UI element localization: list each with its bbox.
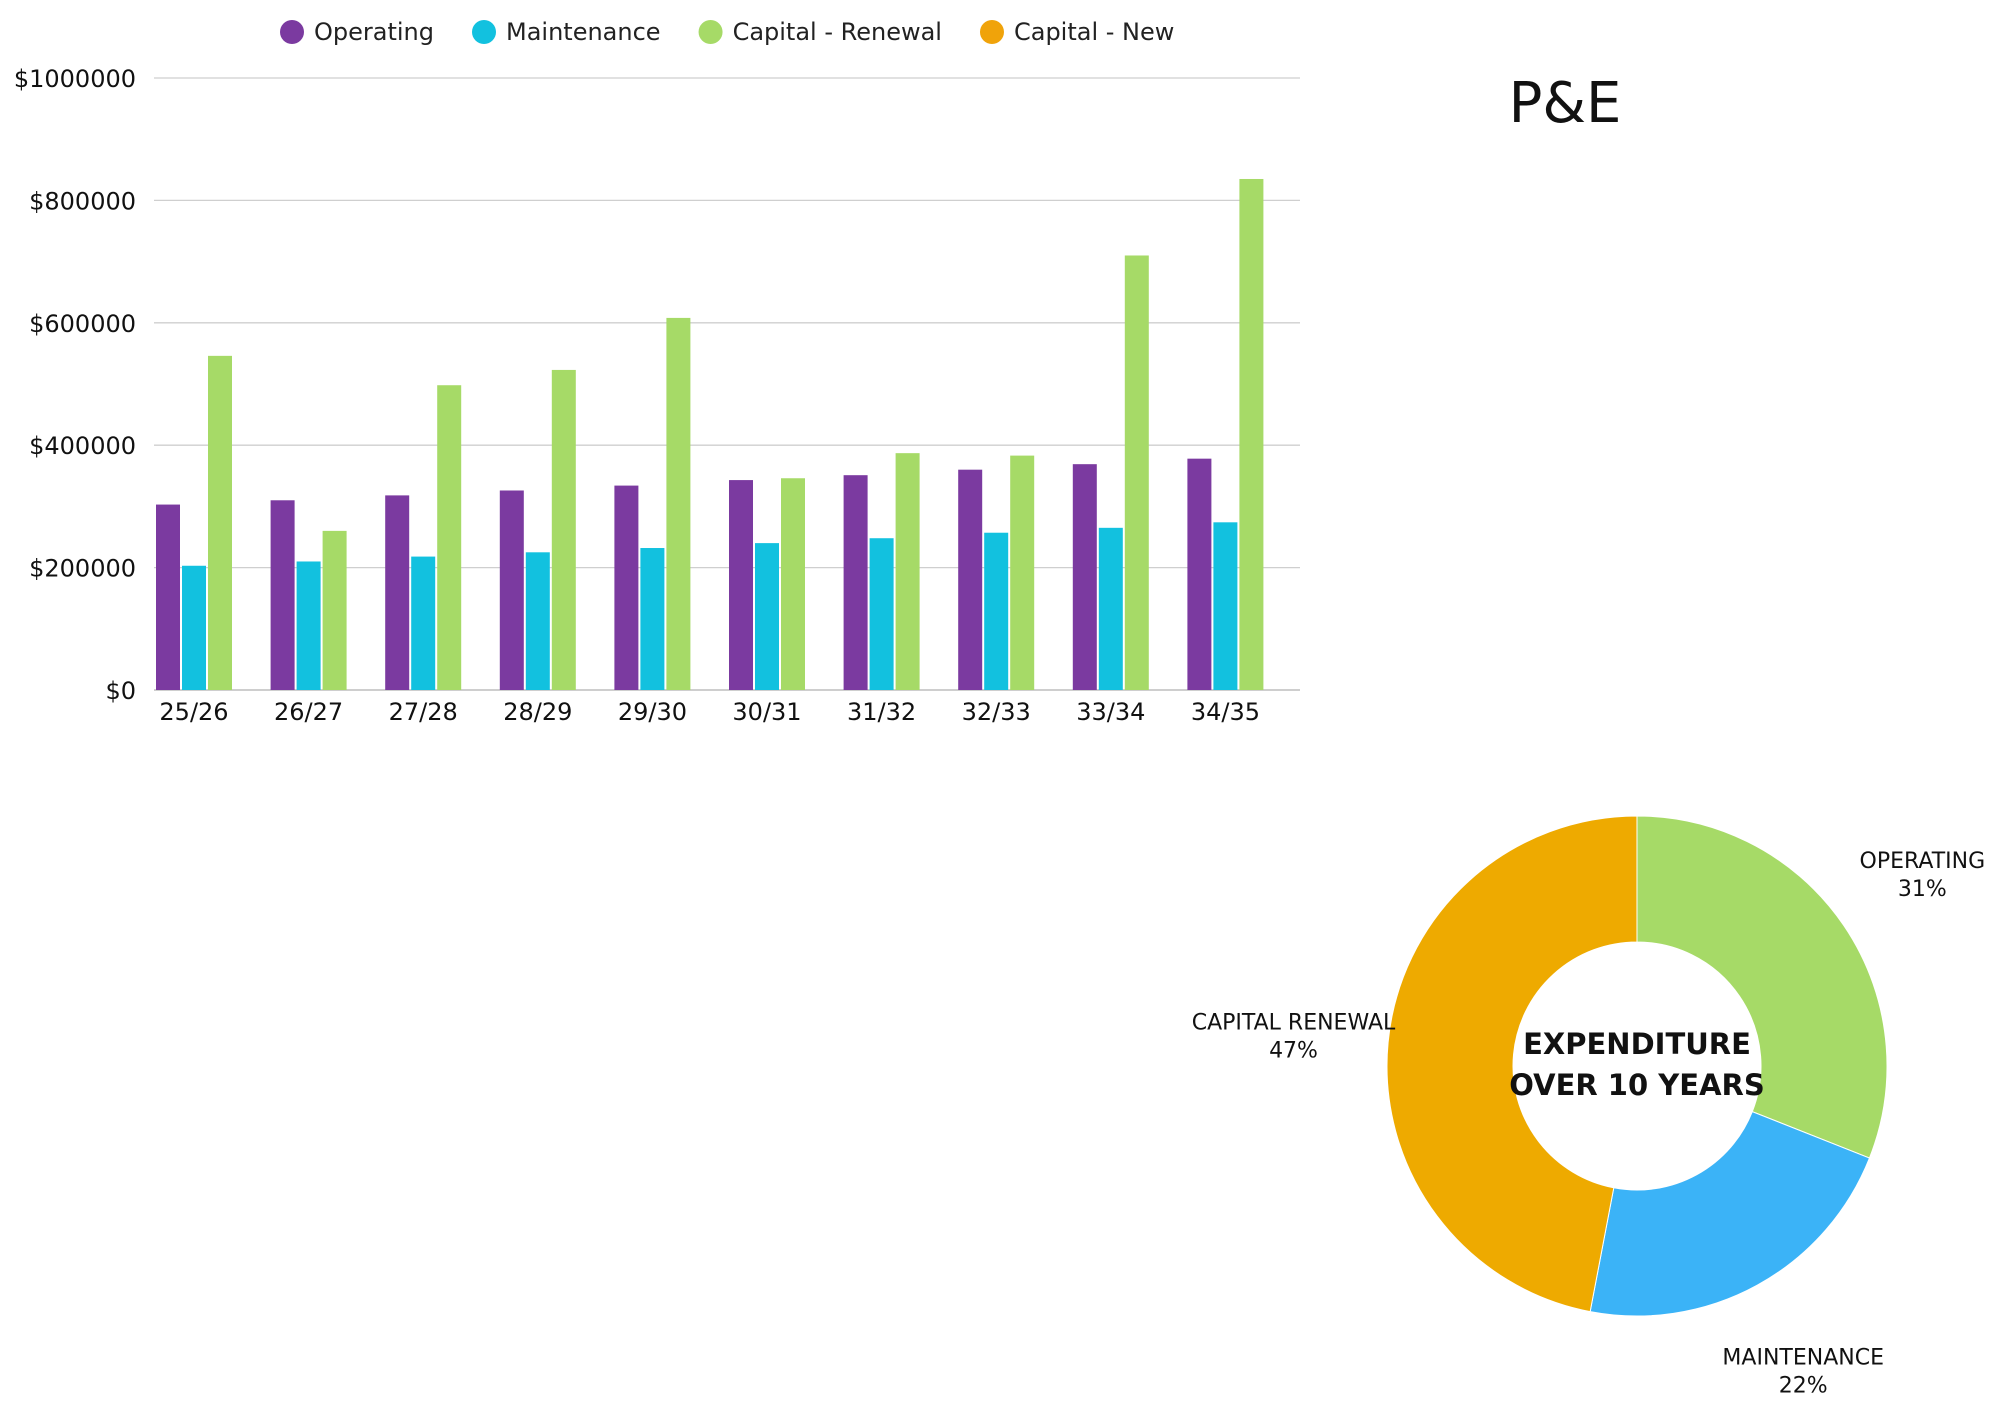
bar-maintenance-25-26 — [182, 565, 206, 690]
donut-slices — [1386, 815, 1888, 1317]
bar-maintenance-32-33 — [984, 532, 1009, 690]
x-tick-label: 27/28 — [389, 698, 458, 726]
bar-capital-renewal-27-28 — [437, 385, 462, 690]
bar-capital-renewal-26-27 — [322, 530, 347, 690]
legend-swatch — [280, 20, 304, 44]
donut-slice-maintenance — [1589, 1111, 1871, 1317]
x-tick-label: 26/27 — [274, 698, 343, 726]
bars — [156, 178, 1264, 691]
y-tick-label: $0 — [105, 677, 136, 705]
bar-operating-25-26 — [156, 504, 180, 690]
bar-maintenance-27-28 — [411, 556, 436, 690]
donut-chart: EXPENDITURE OVER 10 YEARS OPERATING 31% MA… — [1192, 815, 1985, 1398]
slice-label-capital-renewal: CAPITAL RENEWAL 47% — [1192, 1011, 1396, 1064]
slice-percent: 47% — [1269, 1039, 1318, 1064]
donut-slice-operating — [1636, 815, 1888, 1159]
bar-capital-renewal-32-33 — [1010, 455, 1035, 690]
bar-maintenance-31-32 — [869, 538, 894, 690]
legend-item-operating: Operating — [280, 18, 434, 46]
bar-capital-renewal-33-34 — [1124, 255, 1149, 691]
legend-item-maintenance: Maintenance — [472, 18, 661, 46]
y-tick-label: $200000 — [29, 555, 136, 583]
bar-capital-renewal-30-31 — [781, 478, 805, 690]
legend-swatch — [472, 20, 496, 44]
bar-operating-28-29 — [499, 490, 524, 690]
bar-operating-27-28 — [385, 495, 410, 690]
donut-center-line-1: EXPENDITURE — [1523, 1027, 1751, 1061]
bar-operating-26-27 — [270, 500, 295, 690]
bar-maintenance-29-30 — [640, 548, 665, 690]
x-tick-label: 33/34 — [1076, 698, 1145, 726]
bar-operating-29-30 — [614, 485, 639, 690]
bar-maintenance-26-27 — [296, 561, 321, 690]
bar-maintenance-30-31 — [755, 543, 779, 690]
bar-capital-renewal-29-30 — [666, 317, 691, 690]
y-tick-label: $600000 — [29, 310, 136, 338]
donut-slice-capital-renewal — [1386, 815, 1638, 1313]
bar-capital-renewal-28-29 — [551, 369, 576, 690]
legend-label: Capital - New — [1014, 18, 1174, 46]
bar-maintenance-33-34 — [1098, 527, 1123, 690]
y-tick-label: $1000000 — [14, 65, 136, 93]
slice-name: MAINTENANCE — [1722, 1345, 1884, 1370]
bar-capital-renewal-31-32 — [895, 453, 920, 690]
legend-item-capital-renewal: Capital - Renewal — [698, 18, 942, 46]
x-tick-label: 29/30 — [618, 698, 687, 726]
chart-legend: Operating Maintenance Capital - Renewal Cap… — [280, 18, 1174, 46]
x-tick-label: 30/31 — [732, 698, 801, 726]
bar-operating-34-35 — [1187, 458, 1212, 690]
legend-swatch — [698, 20, 723, 44]
legend-item-capital-new: Capital - New — [979, 18, 1174, 46]
x-axis: 25/26 26/27 27/28 28/29 29/30 30/31 31/32 32/33… — [159, 698, 1260, 726]
x-tick-label: 25/26 — [159, 698, 228, 726]
slice-name: OPERATING — [1860, 849, 1986, 874]
y-axis: $0 $200000 $400000 $600000 $800000 $1000000 — [14, 65, 1300, 705]
legend-swatch — [979, 20, 1004, 44]
donut-center-line-2: OVER 10 YEARS — [1509, 1068, 1764, 1102]
bar-maintenance-28-29 — [525, 552, 550, 690]
slice-label-maintenance: MAINTENANCE 22% — [1722, 1345, 1884, 1398]
y-tick-label: $400000 — [29, 432, 136, 460]
x-tick-label: 31/32 — [847, 698, 916, 726]
bar-operating-33-34 — [1072, 464, 1097, 690]
legend-label: Capital - Renewal — [733, 18, 942, 46]
slice-name: CAPITAL RENEWAL — [1192, 1011, 1396, 1036]
x-tick-label: 28/29 — [503, 698, 572, 726]
bar-operating-31-32 — [843, 475, 868, 690]
donut-slice-labels: OPERATING 31% MAINTENANCE 22% CAPITAL RENEWA… — [1192, 849, 1985, 1398]
slice-label-operating: OPERATING 31% — [1860, 849, 1986, 902]
x-tick-label: 34/35 — [1191, 698, 1260, 726]
bar-operating-30-31 — [729, 480, 753, 690]
x-tick-label: 32/33 — [962, 698, 1031, 726]
bar-maintenance-34-35 — [1213, 522, 1238, 690]
legend-label: Maintenance — [506, 18, 661, 46]
page-title: P&E — [1509, 71, 1622, 136]
slice-percent: 22% — [1779, 1373, 1828, 1398]
bar-capital-renewal-25-26 — [208, 355, 232, 690]
y-tick-label: $800000 — [29, 187, 136, 215]
legend-label: Operating — [314, 18, 434, 46]
bar-chart: Operating Maintenance Capital - Renewal Cap… — [14, 18, 1300, 726]
bar-capital-renewal-34-35 — [1239, 178, 1264, 691]
bar-operating-32-33 — [958, 469, 983, 690]
slice-percent: 31% — [1898, 877, 1947, 902]
